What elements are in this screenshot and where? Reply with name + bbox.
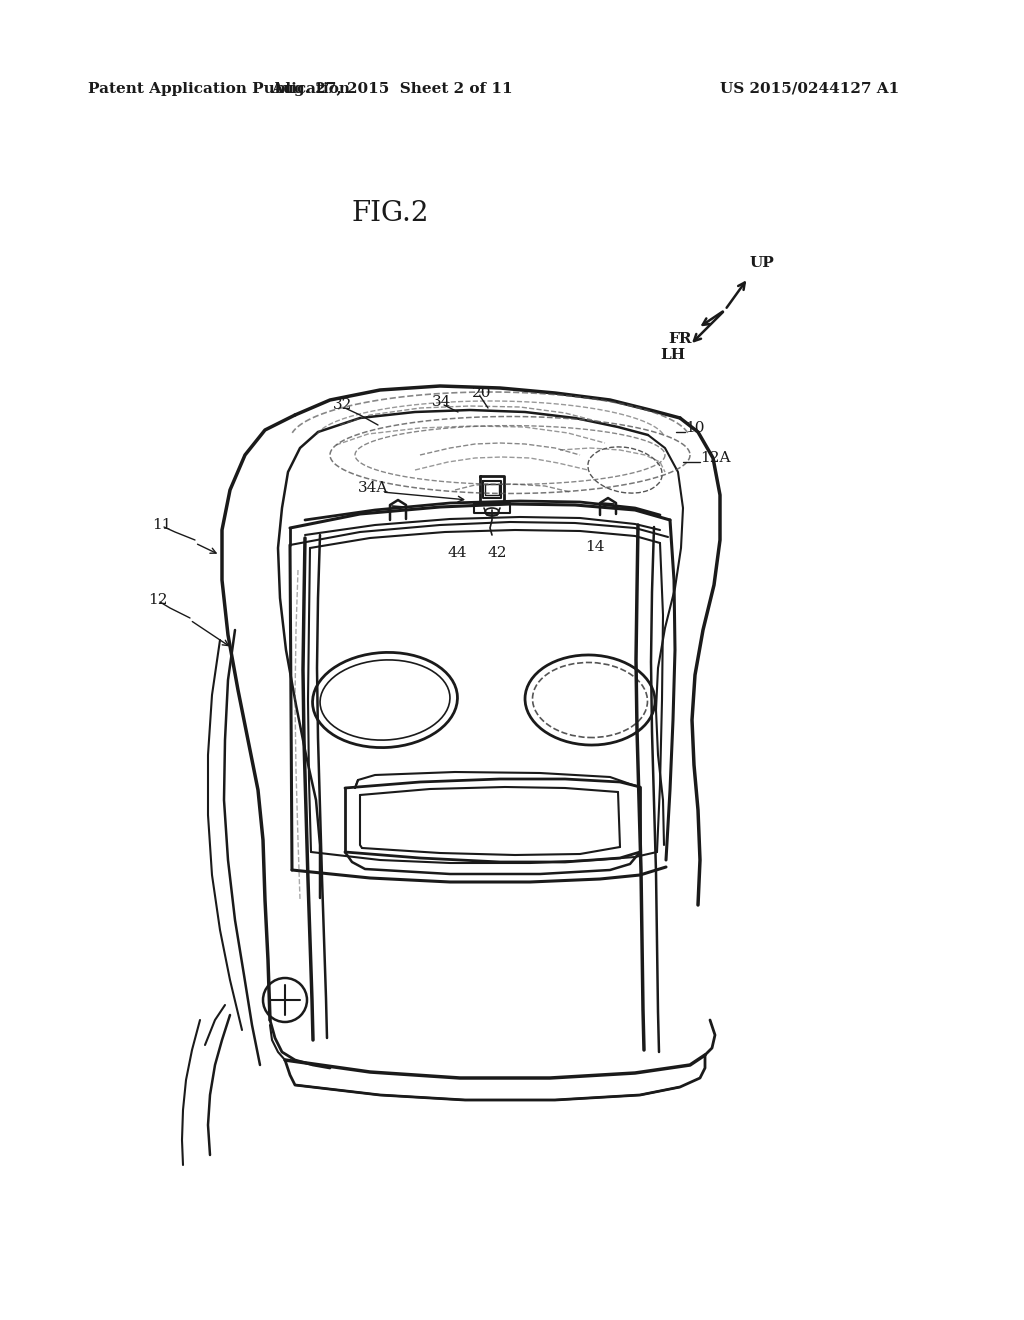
Text: 14: 14 [585,540,604,554]
Text: 12: 12 [148,593,168,607]
Text: 10: 10 [685,421,705,436]
Text: 34A: 34A [358,480,388,495]
Text: Aug. 27, 2015  Sheet 2 of 11: Aug. 27, 2015 Sheet 2 of 11 [271,82,513,96]
Text: Patent Application Publication: Patent Application Publication [88,82,350,96]
Text: US 2015/0244127 A1: US 2015/0244127 A1 [720,82,899,96]
Text: UP: UP [750,256,775,271]
Text: 44: 44 [447,546,467,560]
Text: 42: 42 [488,546,508,560]
Text: 12A: 12A [700,451,730,465]
Text: FIG.2: FIG.2 [351,201,429,227]
Text: 20: 20 [472,385,492,400]
Text: 11: 11 [152,517,171,532]
Text: FR: FR [668,333,691,346]
Text: 32: 32 [333,399,352,412]
Text: 34: 34 [432,395,452,409]
Text: LH: LH [660,348,685,362]
